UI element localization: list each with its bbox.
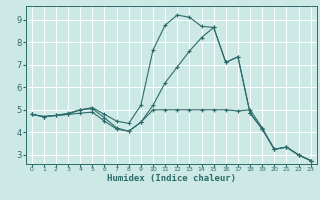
X-axis label: Humidex (Indice chaleur): Humidex (Indice chaleur) — [107, 174, 236, 183]
